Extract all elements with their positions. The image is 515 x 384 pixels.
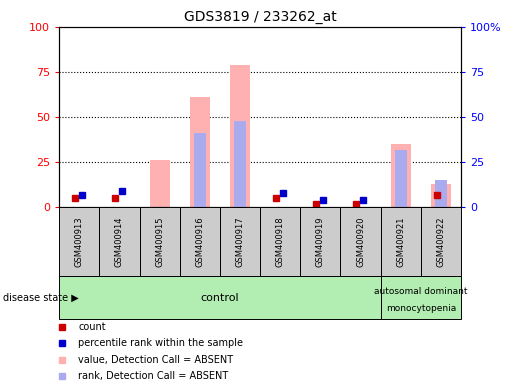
- Text: autosomal dominant: autosomal dominant: [374, 287, 468, 296]
- Text: GSM400914: GSM400914: [115, 217, 124, 267]
- Title: GDS3819 / 233262_at: GDS3819 / 233262_at: [184, 10, 336, 25]
- Bar: [220, 207, 260, 276]
- Bar: [381, 276, 461, 319]
- Text: GSM400921: GSM400921: [396, 217, 405, 267]
- Bar: [149, 161, 169, 207]
- Text: GSM400913: GSM400913: [75, 217, 84, 267]
- Bar: [260, 207, 300, 276]
- Text: rank, Detection Call = ABSENT: rank, Detection Call = ABSENT: [78, 371, 229, 381]
- Bar: [381, 207, 421, 276]
- Text: value, Detection Call = ABSENT: value, Detection Call = ABSENT: [78, 354, 234, 364]
- Bar: [59, 207, 99, 276]
- Bar: [59, 276, 381, 319]
- Bar: [340, 207, 381, 276]
- Text: GSM400918: GSM400918: [276, 217, 285, 267]
- Text: control: control: [201, 293, 239, 303]
- Bar: [435, 180, 447, 207]
- Bar: [234, 121, 246, 207]
- Bar: [194, 133, 206, 207]
- Bar: [99, 207, 140, 276]
- Bar: [140, 207, 180, 276]
- Text: GSM400917: GSM400917: [235, 217, 245, 267]
- Text: count: count: [78, 322, 106, 332]
- Bar: [431, 184, 451, 207]
- Bar: [300, 207, 340, 276]
- Text: GSM400916: GSM400916: [195, 217, 204, 267]
- Text: disease state ▶: disease state ▶: [3, 293, 78, 303]
- Text: GSM400920: GSM400920: [356, 217, 365, 267]
- Text: GSM400919: GSM400919: [316, 217, 325, 267]
- Bar: [230, 65, 250, 207]
- Bar: [190, 97, 210, 207]
- Text: percentile rank within the sample: percentile rank within the sample: [78, 338, 244, 348]
- Text: GSM400915: GSM400915: [155, 217, 164, 267]
- Text: monocytopenia: monocytopenia: [386, 304, 456, 313]
- Text: GSM400922: GSM400922: [436, 217, 445, 267]
- Bar: [394, 150, 407, 207]
- Bar: [180, 207, 220, 276]
- Bar: [421, 207, 461, 276]
- Bar: [390, 144, 410, 207]
